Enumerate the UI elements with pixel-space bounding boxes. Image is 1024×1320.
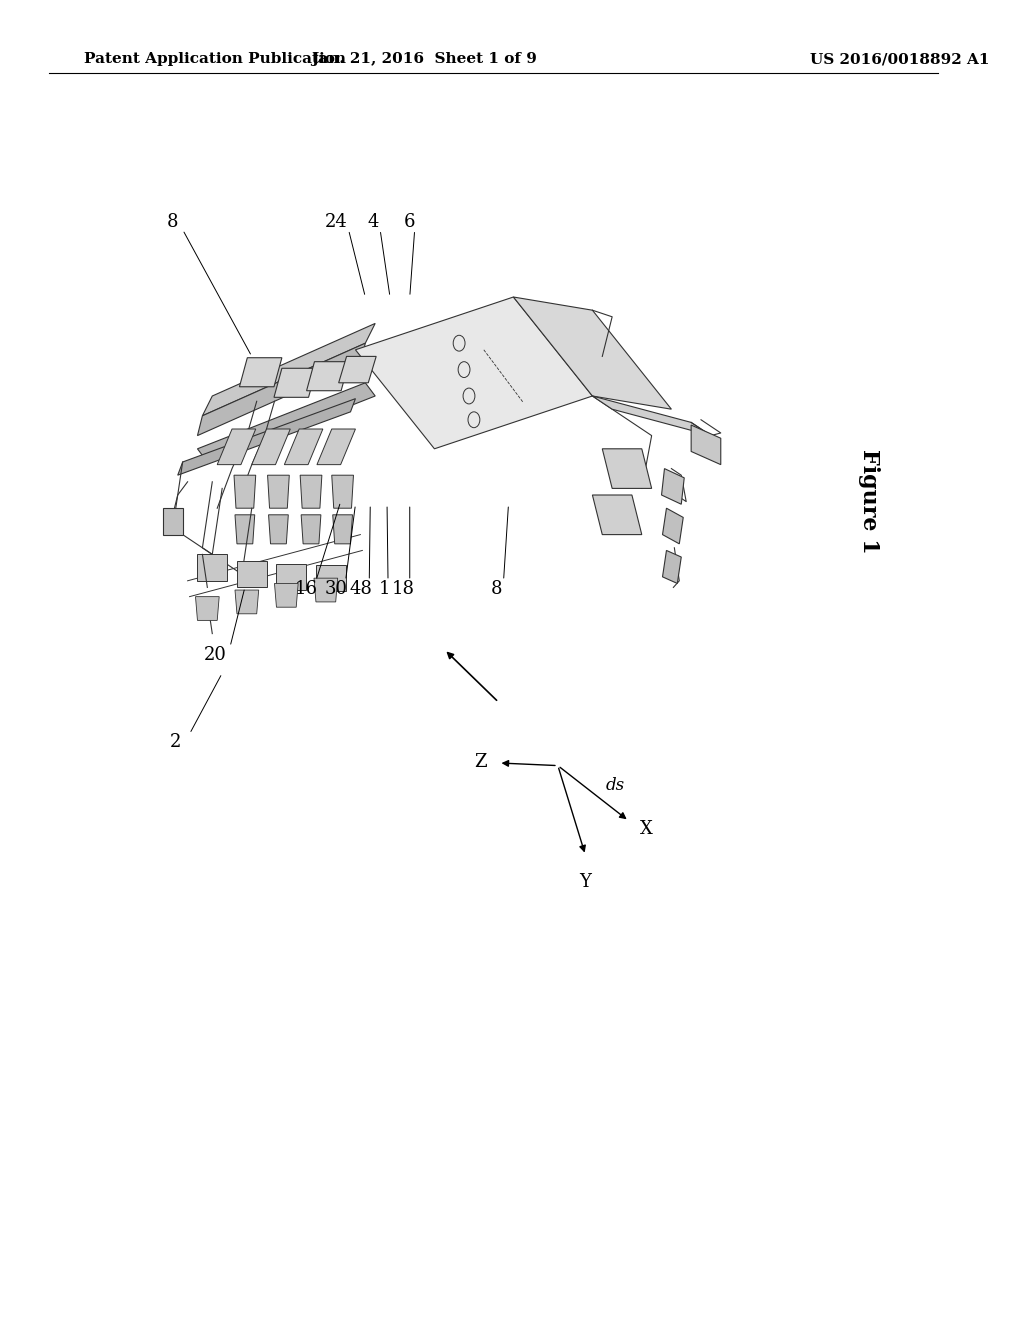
Polygon shape (178, 399, 355, 475)
Polygon shape (662, 469, 684, 504)
Text: 8: 8 (167, 213, 178, 231)
Polygon shape (203, 323, 375, 416)
Polygon shape (306, 362, 349, 391)
Polygon shape (196, 597, 219, 620)
Text: 1: 1 (378, 579, 390, 598)
Polygon shape (317, 429, 355, 465)
Polygon shape (163, 508, 182, 535)
Text: 16: 16 (295, 579, 317, 598)
Polygon shape (237, 561, 266, 587)
Polygon shape (333, 515, 352, 544)
Text: 24: 24 (325, 213, 347, 231)
Polygon shape (198, 554, 227, 581)
Polygon shape (234, 515, 255, 544)
Text: Z: Z (474, 752, 487, 771)
Text: 48: 48 (350, 579, 373, 598)
Polygon shape (513, 297, 672, 409)
Polygon shape (593, 495, 642, 535)
Text: X: X (640, 820, 653, 838)
Text: ds: ds (605, 777, 625, 793)
Polygon shape (276, 564, 306, 590)
Polygon shape (252, 429, 290, 465)
Text: Patent Application Publication: Patent Application Publication (84, 53, 346, 66)
Polygon shape (691, 425, 721, 465)
Polygon shape (300, 475, 322, 508)
Polygon shape (316, 565, 345, 591)
Text: Y: Y (580, 873, 592, 891)
Text: 2: 2 (170, 733, 181, 751)
Text: 8: 8 (490, 579, 503, 598)
Polygon shape (274, 368, 316, 397)
Text: Figure 1: Figure 1 (858, 449, 880, 554)
Polygon shape (593, 396, 711, 436)
Polygon shape (602, 449, 651, 488)
Text: 20: 20 (204, 645, 226, 664)
Polygon shape (267, 475, 290, 508)
Text: 4: 4 (368, 213, 379, 231)
Polygon shape (234, 590, 259, 614)
Polygon shape (339, 356, 376, 383)
Polygon shape (198, 383, 375, 462)
Polygon shape (663, 508, 683, 544)
Polygon shape (198, 343, 366, 436)
Polygon shape (663, 550, 681, 583)
Text: 18: 18 (391, 579, 415, 598)
Polygon shape (274, 583, 298, 607)
Polygon shape (268, 515, 289, 544)
Text: 6: 6 (404, 213, 416, 231)
Polygon shape (285, 429, 323, 465)
Polygon shape (314, 578, 338, 602)
Text: US 2016/0018892 A1: US 2016/0018892 A1 (810, 53, 989, 66)
Polygon shape (240, 358, 282, 387)
Polygon shape (332, 475, 353, 508)
Polygon shape (234, 475, 256, 508)
Polygon shape (217, 429, 256, 465)
Polygon shape (355, 297, 593, 449)
Polygon shape (301, 515, 321, 544)
Text: Jan. 21, 2016  Sheet 1 of 9: Jan. 21, 2016 Sheet 1 of 9 (311, 53, 538, 66)
Text: 30: 30 (325, 579, 347, 598)
